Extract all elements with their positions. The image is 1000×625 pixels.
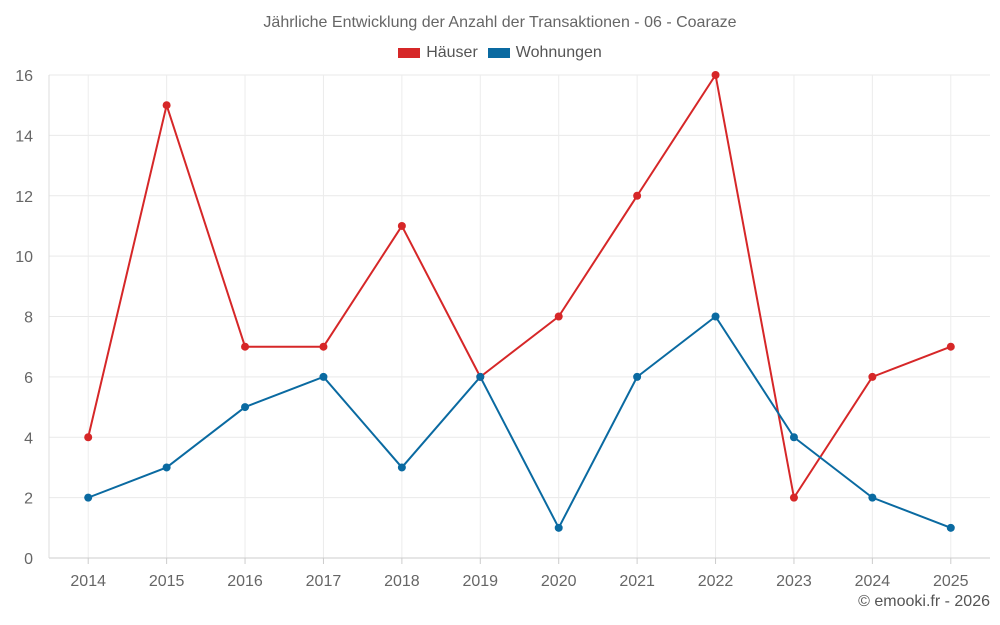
- axes: [48, 75, 990, 564]
- x-tick-label-2024: 2024: [855, 573, 891, 590]
- y-tick-label-6: 6: [24, 370, 33, 387]
- data-point-haeuser-2025[interactable]: [946, 342, 955, 351]
- data-point-haeuser-2015[interactable]: [162, 101, 171, 110]
- x-tick-label-2022: 2022: [698, 573, 734, 590]
- y-tick-label-4: 4: [24, 430, 33, 447]
- x-tick-label-2019: 2019: [462, 573, 498, 590]
- data-point-haeuser-2023[interactable]: [789, 493, 798, 502]
- y-tick-label-2: 2: [24, 491, 33, 508]
- legend-label-haeuser: Häuser: [426, 44, 478, 61]
- data-point-wohnungen-2018[interactable]: [397, 463, 406, 472]
- data-point-haeuser-2021[interactable]: [633, 191, 642, 200]
- x-tick-label-2015: 2015: [149, 573, 185, 590]
- y-tick-label-12: 12: [15, 189, 33, 206]
- legend-item-haeuser[interactable]: Häuser: [398, 44, 478, 62]
- data-point-wohnungen-2025[interactable]: [946, 523, 955, 532]
- data-point-wohnungen-2023[interactable]: [789, 433, 798, 442]
- legend-label-wohnungen: Wohnungen: [515, 44, 602, 61]
- data-point-haeuser-2024[interactable]: [868, 372, 877, 381]
- legend-item-wohnungen[interactable]: Wohnungen: [487, 44, 602, 62]
- copyright-text: © emooki.fr - 2026: [858, 593, 990, 610]
- x-tick-label-2018: 2018: [384, 573, 420, 590]
- data-point-haeuser-2022[interactable]: [711, 71, 720, 79]
- data-point-wohnungen-2019[interactable]: [476, 372, 485, 381]
- tick-labels: 0 2 4 6 8 10 12 14 16 2014 2015 2016 2017 2018 2019 202…: [15, 68, 968, 590]
- data-point-wohnungen-2016[interactable]: [241, 403, 250, 412]
- data-point-wohnungen-2021[interactable]: [633, 372, 642, 381]
- x-tick-label-2021: 2021: [619, 573, 655, 590]
- chart-title: Jährliche Entwicklung der Anzahl der Tra…: [263, 14, 737, 31]
- y-tick-label-10: 10: [15, 249, 33, 266]
- x-tick-label-2020: 2020: [541, 573, 577, 590]
- series-line-wohnungen: [87, 315, 952, 529]
- data-point-haeuser-2020[interactable]: [554, 312, 563, 321]
- data-point-wohnungen-2017[interactable]: [319, 372, 328, 381]
- x-tick-label-2025: 2025: [933, 573, 969, 590]
- x-tick-label-2016: 2016: [227, 573, 263, 590]
- y-tick-label-14: 14: [15, 128, 33, 145]
- legend-swatch-wohnungen: [487, 48, 510, 58]
- series-line-haeuser: [87, 74, 952, 499]
- y-tick-label-16: 16: [15, 68, 33, 85]
- x-tick-label-2017: 2017: [306, 573, 342, 590]
- data-point-haeuser-2018[interactable]: [397, 221, 406, 230]
- data-point-wohnungen-2024[interactable]: [868, 493, 877, 502]
- chart-legend: Häuser Wohnungen: [0, 44, 1000, 62]
- data-point-wohnungen-2020[interactable]: [554, 523, 563, 532]
- y-tick-label-8: 8: [24, 310, 33, 327]
- data-point-haeuser-2016[interactable]: [241, 342, 250, 351]
- grid-lines: [49, 74, 990, 558]
- data-point-wohnungen-2022[interactable]: [711, 312, 720, 321]
- x-tick-label-2023: 2023: [776, 573, 812, 590]
- data-point-wohnungen-2014[interactable]: [84, 493, 93, 502]
- series-group: [84, 71, 955, 532]
- y-tick-label-0: 0: [24, 551, 33, 568]
- data-point-wohnungen-2015[interactable]: [162, 463, 171, 472]
- legend-swatch-haeuser: [398, 48, 421, 58]
- data-point-haeuser-2017[interactable]: [319, 342, 328, 351]
- data-point-haeuser-2014[interactable]: [84, 433, 93, 442]
- x-tick-label-2014: 2014: [70, 573, 106, 590]
